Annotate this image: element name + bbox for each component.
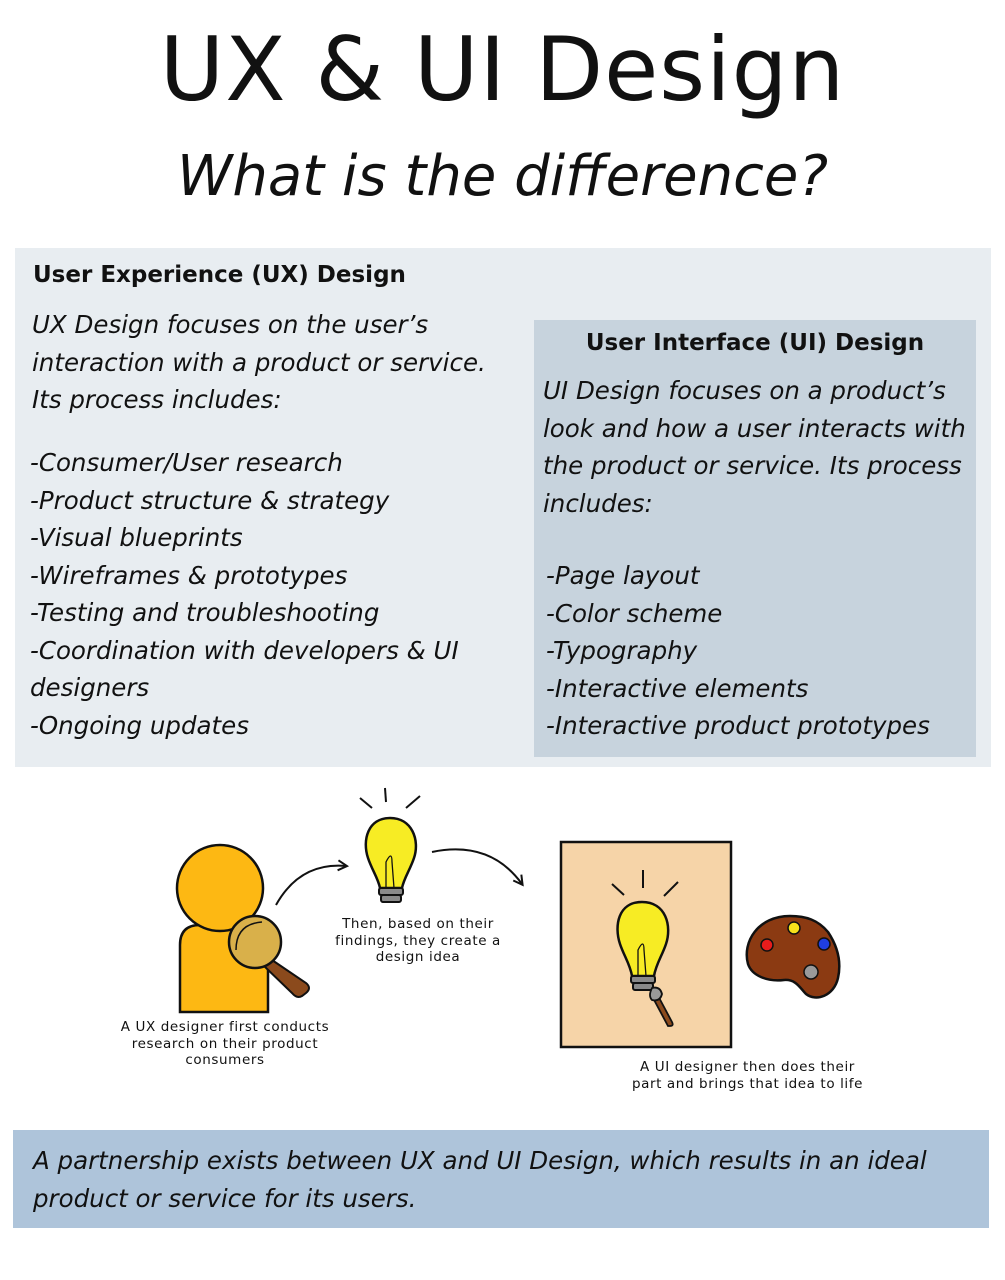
ui-process-item: -Color scheme: [546, 598, 723, 628]
ux-process-list: -Consumer/User research -Product structu…: [30, 444, 530, 744]
ui-process-item: -Interactive product prototypes: [546, 711, 930, 740]
ux-process-item: -Ongoing updates: [30, 710, 249, 740]
ux-process-item: -Consumer/User research: [30, 448, 343, 477]
ui-process-item: -Interactive elements: [546, 673, 809, 703]
ui-panel: User Interface (UI) Design UI Design foc…: [534, 320, 976, 757]
page-subtitle: What is the difference?: [176, 144, 829, 209]
ux-process-item: -Visual blueprints: [30, 523, 243, 552]
arrow-to-idea-icon: [275, 866, 346, 906]
ux-process-item: -Coordination with developers & UI desig…: [30, 635, 467, 703]
ux-heading: User Experience (UX) Design: [33, 262, 406, 288]
ui-heading: User Interface (UI) Design: [585, 330, 925, 356]
caption-ui-designer: A UI designer then does their part and b…: [631, 1059, 864, 1092]
ui-process-list: -Page layout -Color scheme -Typography -…: [546, 557, 976, 745]
ui-process-item: -Page layout: [546, 561, 700, 590]
footer-text: A partnership exists between UX and UI D…: [33, 1146, 927, 1213]
arrow-to-ui-icon: [431, 848, 522, 884]
paint-palette-icon: [745, 914, 841, 999]
footer-banner: A partnership exists between UX and UI D…: [13, 1130, 989, 1228]
caption-design-idea: Then, based on their findings, they crea…: [335, 916, 501, 965]
magnifying-glass-icon: [227, 914, 310, 998]
ui-process-item: -Typography: [546, 636, 698, 665]
idea-lightbulb-icon: [359, 787, 421, 903]
process-illustration: [175, 787, 841, 1049]
caption-ux-research: A UX designer first conducts research on…: [120, 1019, 330, 1068]
ux-process-item: -Product structure & strategy: [30, 485, 390, 515]
ux-intro: UX Design focuses on the user’s interact…: [32, 310, 486, 414]
ux-process-item: -Testing and troubleshooting: [30, 598, 380, 627]
ui-intro: UI Design focuses on a product’s look an…: [543, 376, 966, 518]
design-canvas-icon: [559, 840, 733, 1049]
paintbrush-icon: [649, 986, 674, 1027]
ux-process-item: -Wireframes & prototypes: [30, 560, 348, 590]
page-title: UX & UI Design: [159, 18, 846, 121]
